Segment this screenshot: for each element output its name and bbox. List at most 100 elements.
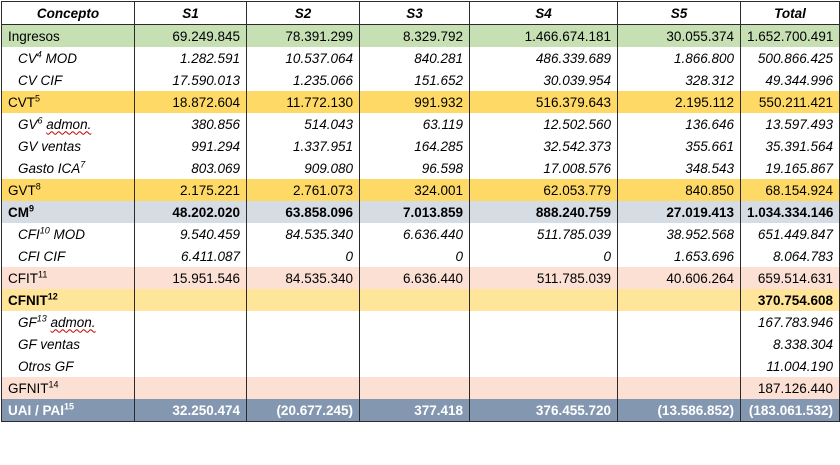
cell-s2: 84.535.340: [246, 223, 360, 245]
cell-s4: 0: [469, 245, 618, 267]
table-row: CV4 MOD 1.282.591 10.537.064 840.281 486.339…: [1, 47, 840, 69]
footnote-marker: 8: [35, 181, 41, 191]
header-concepto: Concepto: [1, 1, 135, 25]
cell-s1: [134, 311, 247, 333]
cell-s2: 909.080: [246, 157, 360, 179]
cell-s2: [246, 311, 360, 333]
row-label: GVT8: [1, 179, 135, 201]
cell-s5: 328.312: [617, 69, 741, 91]
cell-s2: (20.677.245): [246, 399, 360, 422]
cell-s5: 27.019.413: [617, 201, 741, 223]
cell-total: 8.338.304: [740, 333, 840, 355]
cell-s4: 511.785.039: [469, 223, 618, 245]
cell-s4: 1.466.674.181: [469, 24, 618, 47]
cell-s1: [134, 289, 247, 311]
footnote-marker: 7: [80, 159, 86, 169]
cell-s1: 69.249.845: [134, 24, 247, 47]
row-label-text: CVT: [8, 94, 35, 110]
table-row: CFNIT12 370.754.608: [1, 289, 840, 311]
header-s2: S2: [246, 1, 360, 25]
cell-s1: 15.951.546: [134, 267, 247, 289]
row-label-text: CFIT: [8, 270, 38, 286]
header-s5: S5: [617, 1, 741, 25]
row-label-text: CFI CIF: [18, 248, 66, 264]
row-label-text: CV: [18, 50, 37, 66]
cell-s1: [134, 355, 247, 377]
cell-s4: [469, 333, 618, 355]
row-label-text: GV: [18, 116, 38, 132]
cell-s1: 6.411.087: [134, 245, 247, 267]
cell-s1: 32.250.474: [134, 399, 247, 422]
row-label-rest: MOD: [49, 226, 86, 242]
cell-s5: 348.543: [617, 157, 741, 179]
cell-s4: 62.053.779: [469, 179, 618, 201]
row-label: GF13 admon.: [1, 311, 135, 333]
cell-s2: 0: [246, 245, 360, 267]
row-label: CFI10 MOD: [1, 223, 135, 245]
row-label-text: GVT: [8, 182, 36, 198]
footnote-marker: 5: [35, 93, 41, 103]
cell-s2: 63.858.096: [246, 201, 360, 223]
row-label-text: Ingresos: [8, 28, 60, 44]
cell-s3: 0: [359, 245, 470, 267]
cell-total: 1.034.334.146: [740, 201, 840, 223]
row-label-text: UAI / PAI: [8, 402, 65, 418]
cell-s5: [617, 333, 741, 355]
cell-s2: 11.772.130: [246, 91, 360, 113]
cell-s5: 30.055.374: [617, 24, 741, 47]
cell-s5: 1.866.800: [617, 47, 741, 69]
table-body: Ingresos 69.249.845 78.391.299 8.329.792 1.4…: [1, 24, 840, 422]
cell-total: 659.514.631: [740, 267, 840, 289]
table-row: CM9 48.202.020 63.858.096 7.013.859 888.240.…: [1, 201, 840, 223]
cell-s3: 7.013.859: [359, 201, 470, 223]
cell-total: 35.391.564: [740, 135, 840, 157]
cell-s3: 96.598: [359, 157, 470, 179]
table-row: GVT8 2.175.221 2.761.073 324.001 62.053.779 8…: [1, 179, 840, 201]
footnote-marker: 12: [47, 291, 58, 301]
cell-s1: 48.202.020: [134, 201, 247, 223]
footnote-marker: 13: [36, 313, 47, 323]
cell-s5: 38.952.568: [617, 223, 741, 245]
row-label: GV6 admon.: [1, 113, 135, 135]
row-label: CM9: [1, 201, 135, 223]
row-label: CFNIT12: [1, 289, 135, 311]
cell-s2: 514.043: [246, 113, 360, 135]
cell-total: 68.154.924: [740, 179, 840, 201]
cell-s5: 2.195.112: [617, 91, 741, 113]
row-label-rest: MOD: [41, 50, 78, 66]
table-row: GF13 admon. 167.783.946: [1, 311, 840, 333]
table-row: CFI10 MOD 9.540.459 84.535.340 6.636.440 511…: [1, 223, 840, 245]
row-label: CV CIF: [1, 69, 135, 91]
cell-s3: 164.285: [359, 135, 470, 157]
cell-s1: 1.282.591: [134, 47, 247, 69]
table-row: CV CIF 17.590.013 1.235.066 151.652 30.039.9…: [1, 69, 840, 91]
row-label-text: GV ventas: [18, 138, 82, 154]
cell-s3: 324.001: [359, 179, 470, 201]
header-s4: S4: [469, 1, 618, 25]
cell-s3: 840.281: [359, 47, 470, 69]
row-label: CFI CIF: [1, 245, 135, 267]
table-row: GFNIT14 187.126.440: [1, 377, 840, 399]
row-label-suffix: admon.: [50, 314, 96, 330]
cell-s5: (13.586.852): [617, 399, 741, 422]
row-label: Otros GF: [1, 355, 135, 377]
cell-total: 19.165.867: [740, 157, 840, 179]
row-label-text: GF ventas: [18, 336, 81, 352]
cell-s2: 84.535.340: [246, 267, 360, 289]
header-s3: S3: [359, 1, 470, 25]
header-row: Concepto S1 S2 S3 S4 S5 Total: [1, 1, 840, 25]
header-total: Total: [740, 1, 840, 25]
cell-s4: 376.455.720: [469, 399, 618, 422]
row-label-text: CFNIT: [8, 292, 48, 308]
table-row: GV ventas 991.294 1.337.951 164.285 32.542.3…: [1, 135, 840, 157]
cell-total: 187.126.440: [740, 377, 840, 399]
cell-s2: 1.337.951: [246, 135, 360, 157]
footnote-marker: 15: [64, 401, 75, 411]
cell-total: 8.064.783: [740, 245, 840, 267]
row-label: GF ventas: [1, 333, 135, 355]
cell-s3: 63.119: [359, 113, 470, 135]
cell-total: 167.783.946: [740, 311, 840, 333]
row-label-text: Otros GF: [18, 358, 74, 374]
cell-s5: [617, 355, 741, 377]
footnote-marker: 4: [36, 49, 42, 59]
